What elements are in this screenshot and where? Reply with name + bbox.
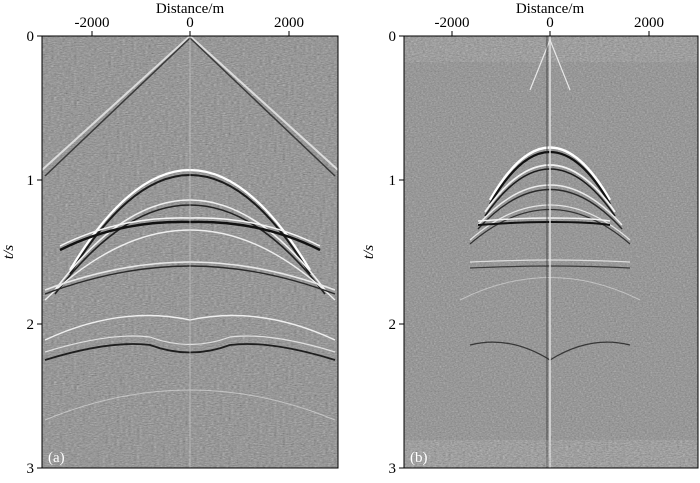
x-tick-label: 2000: [634, 15, 664, 31]
x-tick-label: -2000: [435, 15, 470, 31]
panel-a-image: [42, 36, 338, 468]
x-tick-label: 0: [186, 15, 194, 31]
y-tick-label: 2: [389, 317, 397, 333]
panel-b-frame: [403, 35, 699, 469]
x-tick-label: -2000: [75, 15, 110, 31]
panel-a-label: (a): [48, 450, 65, 466]
y-tick-label: 1: [389, 173, 397, 189]
x-axis-title: Distance/m: [516, 1, 585, 17]
panel-b-image: [404, 36, 698, 468]
panel-b-label: (b): [410, 450, 428, 466]
y-tick-label: 3: [389, 461, 397, 477]
y-tick-label: 0: [389, 29, 397, 45]
y-axis-title: t/s: [361, 245, 377, 259]
y-tick-label: 1: [27, 173, 35, 189]
y-axis-title: t/s: [1, 245, 17, 259]
y-tick-label: 0: [27, 29, 35, 45]
y-tick-label: 2: [27, 317, 35, 333]
panel-b: -2000 0 2000 Distance/m 0 1 2 3 t/s (b): [361, 1, 699, 477]
panel-b-x-ticks: -2000 0 2000: [435, 15, 664, 36]
panel-a-x-ticks: -2000 0 2000: [75, 15, 304, 36]
x-tick-label: 2000: [274, 15, 304, 31]
x-axis-title: Distance/m: [156, 1, 225, 17]
x-tick-label: 0: [546, 15, 554, 31]
panel-a-y-ticks: 0 1 2 3: [27, 29, 42, 477]
panel-a: -2000 0 2000 Distance/m 0 1 2 3 t/s (a): [1, 1, 339, 477]
y-tick-label: 3: [27, 461, 35, 477]
panel-b-y-ticks: 0 1 2 3: [389, 29, 404, 477]
